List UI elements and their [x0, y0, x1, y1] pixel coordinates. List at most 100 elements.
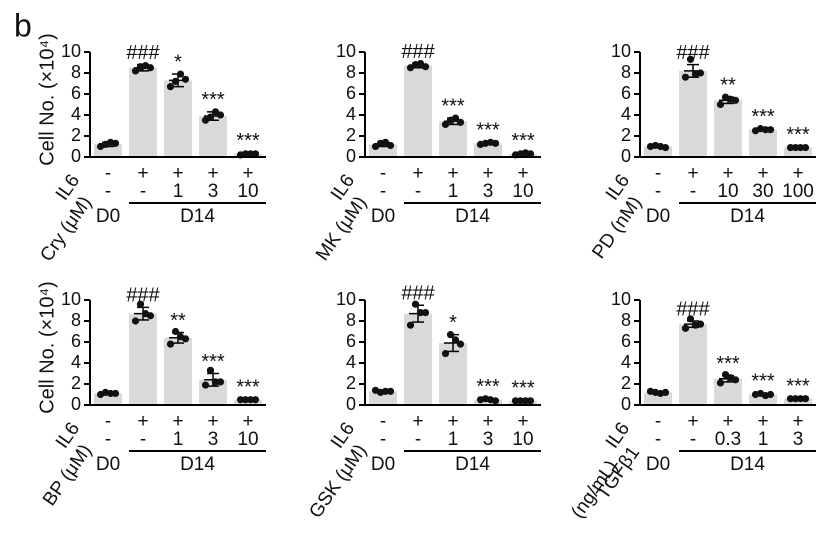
- condition-label: +: [242, 411, 253, 432]
- data-point: [786, 395, 795, 403]
- condition-label: -: [415, 181, 421, 202]
- bar: [94, 393, 122, 405]
- bar: [164, 337, 192, 405]
- data-point: [681, 324, 690, 332]
- data-point: [251, 396, 260, 404]
- data-point: [441, 349, 450, 358]
- condition-label: 1: [758, 429, 769, 450]
- significance: ###: [676, 42, 710, 64]
- data-point: [106, 389, 115, 398]
- bar: [679, 70, 707, 157]
- y-tick-label: 2: [621, 125, 631, 145]
- bar: [749, 394, 777, 405]
- data-point: [411, 300, 420, 308]
- group-label: D14: [730, 454, 765, 475]
- data-point: [661, 388, 670, 396]
- data-point: [111, 389, 120, 398]
- y-tick-label: 8: [71, 310, 81, 330]
- group-label: D0: [646, 454, 670, 475]
- significance: ***: [236, 377, 260, 399]
- y-tick-label: 10: [336, 41, 356, 61]
- y-tick-label: 10: [61, 289, 81, 309]
- data-point: [236, 396, 245, 404]
- condition-label: -: [140, 181, 146, 202]
- data-point: [201, 381, 210, 389]
- condition-label: 10: [512, 181, 533, 202]
- condition-label: +: [722, 163, 733, 184]
- condition-label: +: [207, 411, 218, 432]
- data-point: [716, 100, 725, 109]
- significance: ***: [441, 95, 465, 117]
- data-point: [136, 300, 145, 308]
- data-point: [696, 69, 705, 77]
- condition-label: +: [792, 163, 803, 184]
- data-point: [171, 77, 180, 85]
- data-point: [791, 143, 800, 152]
- panel-label: b: [14, 7, 32, 43]
- group-label: D0: [96, 206, 120, 227]
- y-tick-label: 4: [346, 104, 356, 124]
- data-point: [491, 139, 500, 147]
- data-point: [456, 340, 465, 348]
- condition-label: 10: [512, 429, 533, 450]
- y-tick-label: 2: [346, 373, 356, 393]
- data-point: [146, 64, 155, 72]
- group-label: D0: [646, 206, 670, 227]
- y-tick-label: 2: [71, 373, 81, 393]
- condition-label: +: [137, 163, 148, 184]
- data-point: [206, 113, 215, 121]
- bar: [164, 80, 192, 157]
- condition-label: -: [140, 429, 146, 450]
- condition-label: -: [380, 163, 386, 184]
- condition-label: +: [242, 163, 253, 184]
- data-point: [216, 111, 225, 119]
- data-point: [526, 150, 535, 158]
- condition-label: -: [380, 411, 386, 432]
- condition-label: 1: [448, 181, 459, 202]
- data-point: [761, 126, 770, 134]
- bar: [404, 65, 432, 157]
- condition-label: +: [412, 411, 423, 432]
- y-tick-label: 10: [336, 289, 356, 309]
- condition-label: 30: [752, 181, 773, 202]
- condition-label: +: [517, 163, 528, 184]
- data-point: [716, 379, 725, 387]
- group-label: D0: [371, 454, 395, 475]
- data-point: [451, 336, 460, 344]
- condition-label: 1: [173, 429, 184, 450]
- data-point: [526, 397, 535, 405]
- group-label: D14: [455, 206, 490, 227]
- y-tick-label: 6: [621, 331, 631, 351]
- significance: ***: [751, 106, 775, 128]
- condition-label: +: [207, 163, 218, 184]
- data-point: [451, 114, 460, 122]
- condition-label: 0.3: [715, 429, 741, 450]
- condition-label: -: [105, 181, 111, 202]
- data-point: [681, 73, 690, 81]
- y-tick-label: 6: [346, 83, 356, 103]
- significance: ***: [786, 124, 810, 146]
- y-tick-label: 8: [621, 310, 631, 330]
- data-point: [791, 395, 800, 403]
- data-point: [456, 118, 465, 126]
- data-point: [491, 397, 500, 405]
- data-point: [386, 141, 395, 150]
- row-label: GSK (μM): [305, 441, 371, 523]
- significance: ###: [676, 298, 710, 320]
- data-point: [246, 150, 255, 158]
- y-tick-label: 8: [71, 62, 81, 82]
- data-point: [111, 139, 120, 147]
- data-point: [686, 315, 695, 323]
- data-point: [421, 309, 430, 317]
- condition-label: -: [105, 429, 111, 450]
- y-tick-label: 8: [346, 310, 356, 330]
- data-point: [801, 395, 810, 403]
- condition-label: +: [447, 163, 458, 184]
- y-tick-label: 10: [61, 41, 81, 61]
- data-point: [441, 120, 450, 129]
- significance: ###: [401, 283, 435, 305]
- data-point: [131, 67, 140, 75]
- significance: ***: [201, 89, 225, 111]
- data-point: [406, 321, 415, 329]
